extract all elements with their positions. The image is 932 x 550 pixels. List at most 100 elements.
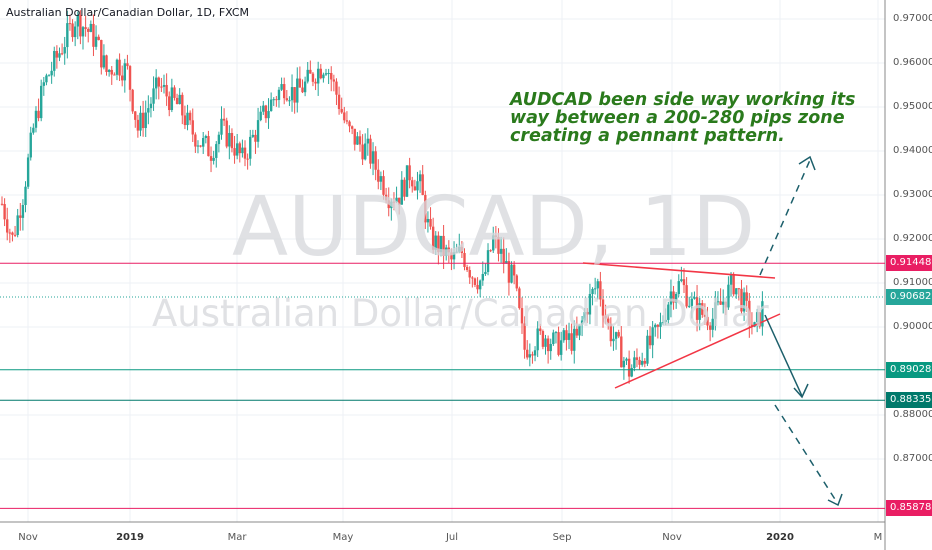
candle-body <box>348 121 351 127</box>
candle-body <box>512 264 516 276</box>
candle-body <box>583 311 586 321</box>
candle-body <box>413 186 417 191</box>
candle-body <box>607 318 610 324</box>
candle-body <box>677 281 680 295</box>
candle-body <box>309 69 312 74</box>
candle-body <box>724 301 728 308</box>
dashed-arrow-up <box>759 159 811 276</box>
candle-body <box>633 357 636 369</box>
annotation-text: AUDCAD been side way working its way bet… <box>510 90 856 146</box>
candle-body <box>322 74 325 79</box>
x-tick-label: Nov <box>18 532 38 543</box>
candle-body <box>565 330 568 340</box>
price-level-label: 0.89028 <box>886 361 932 378</box>
y-tick-label: 0.91000 <box>893 277 932 288</box>
candle-body <box>737 288 741 290</box>
candle-body <box>552 332 555 344</box>
candle-body <box>685 285 688 307</box>
candle-body <box>207 136 210 157</box>
candle-body <box>235 143 239 156</box>
candle-body <box>191 120 194 135</box>
candle-body <box>507 261 511 283</box>
watermark-symbol: AUDCAD, 1D <box>232 180 756 275</box>
candle-body <box>426 218 430 223</box>
candle-body <box>301 87 304 93</box>
candle-body <box>604 315 607 319</box>
candle-body <box>646 335 649 364</box>
candle-body <box>202 138 205 147</box>
candle-body <box>609 323 613 342</box>
candle-body <box>254 134 257 142</box>
candle-body <box>87 28 90 32</box>
candle-body <box>233 148 236 156</box>
candle-body <box>303 81 307 93</box>
candle-body <box>118 59 121 76</box>
price-level-label: 0.90682 <box>886 288 932 305</box>
candle-body <box>659 322 662 327</box>
candle-body <box>215 144 218 158</box>
candle-body <box>225 120 228 147</box>
candle-body <box>3 204 6 220</box>
candle-body <box>478 280 482 290</box>
x-tick-label: Nov <box>662 532 682 543</box>
candle-body <box>520 308 524 324</box>
candle-body <box>719 301 722 305</box>
candle-body <box>79 14 82 37</box>
candle-body <box>674 294 678 303</box>
candle-body <box>437 235 440 253</box>
candle-body <box>361 144 364 160</box>
candle-body <box>716 301 720 303</box>
candle-body <box>377 169 380 182</box>
candle-body <box>228 132 231 147</box>
candle-body <box>128 66 132 90</box>
candle-body <box>194 134 197 147</box>
candle-body <box>549 343 552 352</box>
candle-body <box>400 179 403 205</box>
candle-body <box>541 331 545 347</box>
candle-body <box>458 246 461 252</box>
candle-body <box>152 88 155 104</box>
candle-body <box>39 85 43 119</box>
candle-body <box>262 105 265 112</box>
candle-body <box>24 186 27 206</box>
candle-body <box>275 99 278 101</box>
candle-body <box>337 94 341 110</box>
x-tick-label: Sep <box>552 532 572 543</box>
y-tick-label: 0.92000 <box>893 233 932 244</box>
candle-body <box>173 87 176 98</box>
candle-body <box>559 340 563 355</box>
candle-body <box>251 134 255 137</box>
candle-body <box>622 360 626 368</box>
candle-body <box>528 354 532 358</box>
candle-body <box>144 112 147 129</box>
candle-body <box>183 115 187 126</box>
candle-body <box>141 112 145 129</box>
candle-body <box>630 368 633 377</box>
candle-body <box>249 136 252 159</box>
candle-body <box>120 75 124 81</box>
candle-body <box>753 322 756 327</box>
candle-body <box>450 252 453 260</box>
candle-body <box>714 302 717 319</box>
x-tick-label: May <box>332 532 354 543</box>
candle-body <box>727 284 730 308</box>
arrow-head-up <box>798 155 816 171</box>
candle-body <box>209 156 213 161</box>
candle-body <box>669 291 673 305</box>
candle-body <box>455 251 458 253</box>
arrow-head-down-dashed <box>827 493 843 507</box>
candle-body <box>392 201 396 203</box>
candle-body <box>695 297 699 320</box>
candle-body <box>405 165 409 197</box>
candle-body <box>256 120 260 142</box>
candle-body <box>29 132 32 158</box>
candle-body <box>298 78 302 88</box>
candle-body <box>531 354 534 356</box>
candle-body <box>53 50 56 71</box>
pennant-upper-line <box>582 262 776 279</box>
candle-body <box>21 205 25 218</box>
x-tick-label: Jul <box>445 532 459 543</box>
candle-body <box>403 179 406 197</box>
